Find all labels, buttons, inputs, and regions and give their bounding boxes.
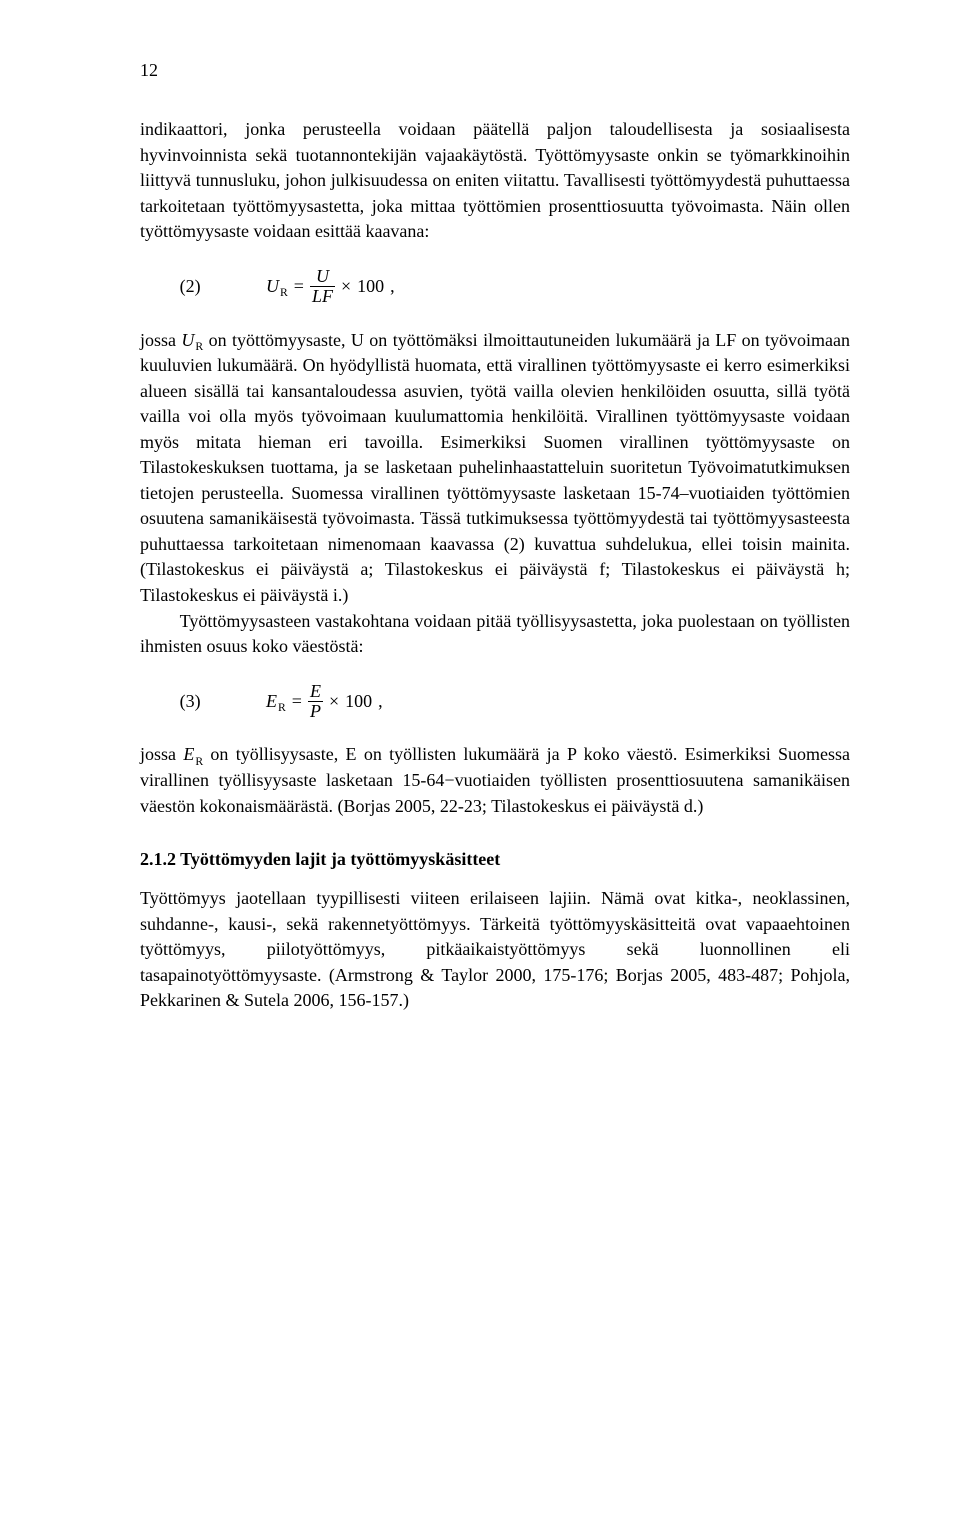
eq3-tail: , xyxy=(378,691,383,712)
equation-3-content: ER = E P × 100 , xyxy=(266,682,383,721)
equation-number-3: (3) xyxy=(140,691,266,712)
p4-ER-var: E xyxy=(183,744,194,764)
page-number: 12 xyxy=(140,60,850,81)
paragraph-3: Työttömyysasteen vastakohtana voidaan pi… xyxy=(140,609,850,660)
eq2-times: × xyxy=(341,276,351,297)
eq3-hundred: 100 xyxy=(345,691,372,712)
paragraph-4: jossa ER on työllisyysaste, E on työllis… xyxy=(140,742,850,819)
eq3-equals: = xyxy=(292,691,302,712)
section-heading-2-1-2: 2.1.2 Työttömyyden lajit ja työttömyyskä… xyxy=(140,849,850,870)
eq2-var: U xyxy=(266,276,279,296)
equation-3: (3) ER = E P × 100 , xyxy=(140,682,850,721)
eq3-times: × xyxy=(329,691,339,712)
eq3-fraction: E P xyxy=(308,682,323,721)
p2-UR-sub: R xyxy=(195,340,203,353)
eq3-sub: R xyxy=(278,701,286,714)
eq2-tail: , xyxy=(390,276,395,297)
eq3-den: P xyxy=(308,701,323,721)
p4-ER-sub: R xyxy=(195,755,203,768)
p4-body: on työllisyysaste, E on työllisten lukum… xyxy=(140,744,850,815)
eq3-num: E xyxy=(308,682,323,701)
eq2-equals: = xyxy=(294,276,304,297)
eq2-fraction: U LF xyxy=(310,267,335,306)
paragraph-2: jossa UR on työttömyysaste, U on työttöm… xyxy=(140,328,850,609)
p2-UR-var: U xyxy=(181,330,194,350)
equation-number-2: (2) xyxy=(140,276,266,297)
p2-body: on työttömyysaste, U on työttömäksi ilmo… xyxy=(140,330,850,605)
eq2-hundred: 100 xyxy=(357,276,384,297)
eq2-num: U xyxy=(314,267,331,286)
p4-prefix: jossa xyxy=(140,744,183,764)
eq2-sub: R xyxy=(280,286,288,299)
equation-2: (2) UR = U LF × 100 , xyxy=(140,267,850,306)
eq2-den: LF xyxy=(310,286,335,306)
paragraph-5: Työttömyys jaotellaan tyypillisesti viit… xyxy=(140,886,850,1014)
equation-2-content: UR = U LF × 100 , xyxy=(266,267,395,306)
paragraph-1: indikaattori, jonka perusteella voidaan … xyxy=(140,117,850,245)
p2-prefix: jossa xyxy=(140,330,181,350)
eq3-var: E xyxy=(266,691,277,711)
page: 12 indikaattori, jonka perusteella voida… xyxy=(0,0,960,1084)
